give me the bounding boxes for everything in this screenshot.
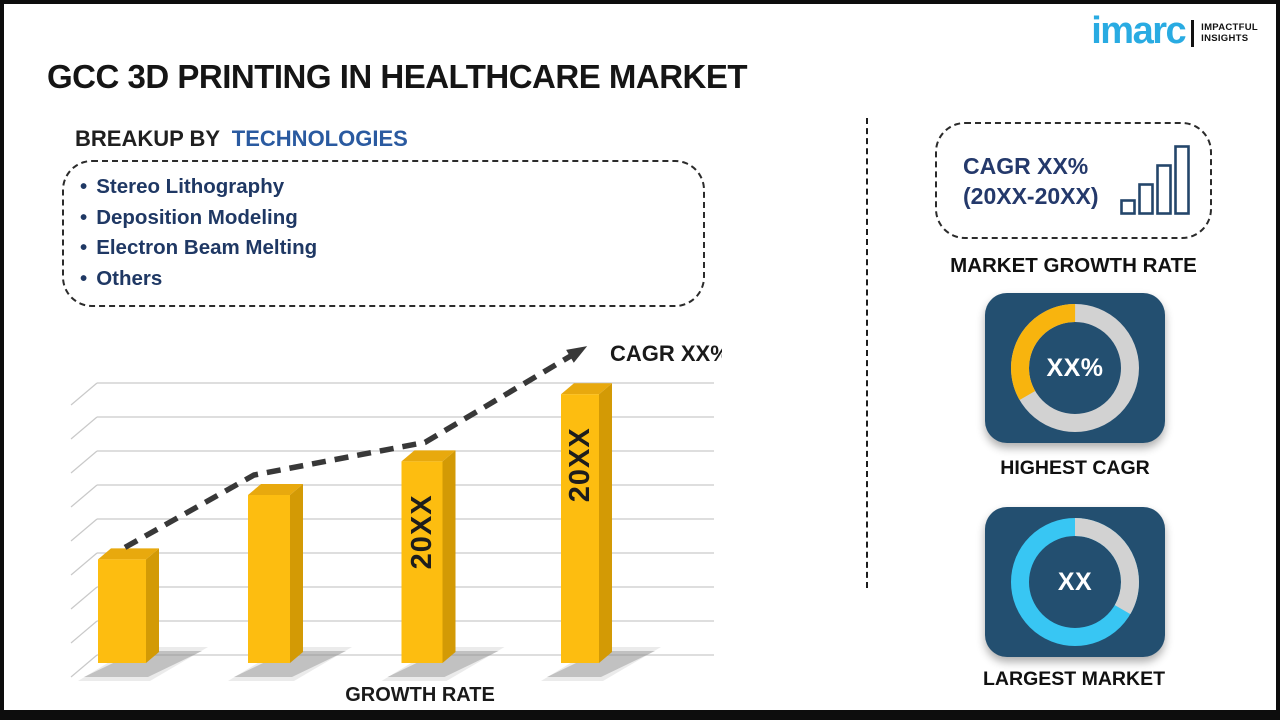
technology-item: • Deposition Modeling [80, 203, 703, 234]
cagr-box-text: CAGR XX% (20XX-20XX) [963, 151, 1099, 211]
growth-rate-bar-chart: 20XX 20XX CAGR XX% GROWTH RATE [70, 341, 722, 706]
logo-tagline-line1: IMPACTFUL [1201, 22, 1258, 33]
bullet-icon: • [80, 266, 88, 290]
svg-text:CAGR XX%: CAGR XX% [610, 341, 722, 366]
cagr-box: CAGR XX% (20XX-20XX) [935, 122, 1212, 239]
largest-market-tile: XX [985, 507, 1165, 657]
technology-item-label: Stereo Lithography [96, 175, 285, 198]
page-title: GCC 3D PRINTING IN HEALTHCARE MARKET [47, 58, 748, 95]
cagr-value-line: CAGR XX% [963, 152, 1089, 179]
svg-text:20XX: 20XX [406, 494, 438, 569]
technology-item-label: Electron Beam Melting [96, 236, 318, 259]
technology-item-label: Others [96, 266, 163, 290]
imarc-logo: imarc IMPACTFUL INSIGHTS [1091, 10, 1258, 52]
imarc-brand-text: imarc [1091, 10, 1186, 52]
bullet-icon: • [80, 205, 88, 229]
logo-divider-bar [1191, 19, 1195, 47]
largest-market-donut [1011, 518, 1139, 646]
logo-tagline-line2: INSIGHTS [1201, 33, 1249, 44]
breakup-heading-prefix: BREAKUP BY [75, 126, 220, 151]
technologies-list: • Stereo Lithography • Deposition Modeling •… [64, 172, 703, 294]
technology-item-label: Deposition Modeling [96, 205, 298, 229]
highest-cagr-donut [1011, 304, 1139, 432]
bullet-icon: • [80, 236, 88, 259]
breakup-heading: BREAKUP BY TECHNOLOGIES [75, 126, 408, 152]
svg-text:GROWTH RATE: GROWTH RATE [345, 684, 495, 706]
bar-chart-icon [1120, 144, 1190, 215]
technology-item: • Stereo Lithography [80, 172, 703, 203]
highest-cagr-tile: XX% [985, 293, 1165, 443]
bullet-icon: • [80, 175, 88, 198]
breakup-heading-highlight: TECHNOLOGIES [231, 126, 408, 151]
technology-item: • Electron Beam Melting [80, 233, 703, 264]
highest-cagr-label: HIGHEST CAGR [1000, 457, 1150, 479]
market-growth-rate-label: MARKET GROWTH RATE [950, 254, 1197, 277]
largest-market-label: LARGEST MARKET [983, 668, 1165, 690]
technologies-box: • Stereo Lithography • Deposition Modeling •… [62, 160, 705, 307]
cagr-period-line: (20XX-20XX) [963, 182, 1099, 209]
vertical-divider [866, 118, 868, 588]
largest-market-value: XX [1057, 567, 1093, 596]
svg-text:20XX: 20XX [564, 427, 596, 502]
technology-item: • Others [80, 264, 703, 295]
logo-tagline: IMPACTFUL INSIGHTS [1201, 22, 1258, 44]
highest-cagr-value: XX% [1046, 353, 1104, 382]
